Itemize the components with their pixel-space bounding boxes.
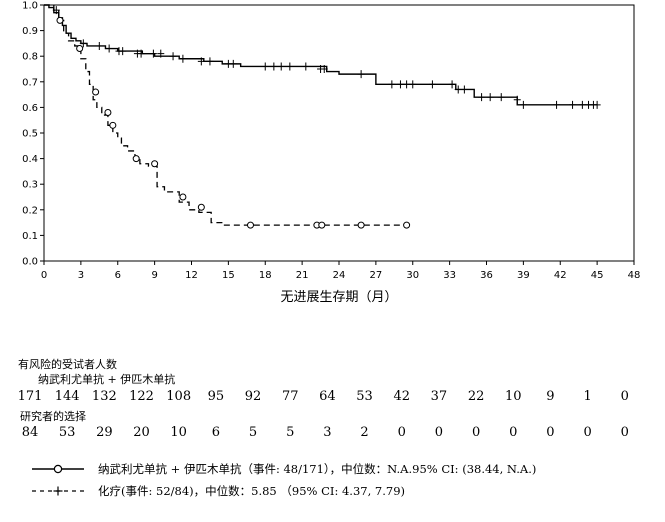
censor-mark bbox=[56, 16, 64, 24]
y-tick-label: 0.9 bbox=[22, 26, 38, 37]
y-tick-label: 0.7 bbox=[22, 77, 38, 88]
censor-mark bbox=[277, 62, 285, 71]
censor-mark bbox=[76, 45, 84, 53]
x-tick-label: 24 bbox=[333, 270, 346, 281]
y-tick-label: 0.1 bbox=[22, 231, 38, 242]
legend-text-chemo: 化疗(事件: 52/84)，中位数：5.85 （95% CI: 4.37, 7.… bbox=[98, 484, 406, 498]
censor-mark bbox=[486, 93, 494, 102]
legend-dashed-line-plus-icon bbox=[32, 486, 84, 496]
censor-mark bbox=[357, 70, 365, 79]
x-tick-label: 18 bbox=[259, 270, 272, 281]
censor-mark bbox=[179, 193, 187, 201]
plot-frame bbox=[43, 4, 635, 262]
x-tick-label: 45 bbox=[591, 270, 604, 281]
censor-mark bbox=[261, 62, 269, 71]
y-tick-label: 0.3 bbox=[22, 180, 38, 191]
censor-mark bbox=[569, 100, 577, 109]
censor-mark bbox=[553, 100, 561, 109]
censor-mark bbox=[302, 62, 310, 71]
censor-mark bbox=[109, 121, 117, 129]
censor-mark bbox=[179, 54, 187, 63]
censor-mark bbox=[79, 39, 87, 48]
x-tick-label: 42 bbox=[554, 270, 567, 281]
censor-mark bbox=[578, 100, 586, 109]
x-tick-label: 6 bbox=[115, 270, 121, 281]
x-tick-label: 21 bbox=[296, 270, 309, 281]
censor-mark bbox=[270, 62, 278, 71]
x-tick-label: 27 bbox=[370, 270, 383, 281]
y-tick-label: 0.6 bbox=[22, 103, 38, 114]
censor-mark bbox=[151, 160, 159, 168]
censor-mark bbox=[149, 49, 157, 58]
survival-curve-2 bbox=[44, 4, 407, 226]
censor-mark bbox=[513, 95, 521, 104]
x-tick-label: 30 bbox=[406, 270, 419, 281]
censor-mark bbox=[104, 109, 112, 117]
x-axis-title: 无进展生存期（月） bbox=[280, 290, 397, 305]
x-tick-label: 39 bbox=[517, 270, 530, 281]
x-tick-label: 12 bbox=[185, 270, 198, 281]
censor-mark bbox=[320, 65, 328, 73]
x-tick-label: 15 bbox=[222, 270, 235, 281]
censor-mark bbox=[403, 221, 411, 229]
x-tick-label: 48 bbox=[628, 270, 641, 281]
survival-curve-1 bbox=[44, 4, 598, 106]
x-axis-ticks: 0 3 6 9 12 15 18 21 24 27 30 33 36 39 42 45 48 bbox=[41, 261, 641, 281]
censor-mark bbox=[403, 80, 411, 89]
censor-mark bbox=[428, 80, 436, 89]
y-tick-label: 1.0 bbox=[22, 1, 38, 12]
censor-mark bbox=[197, 57, 205, 66]
censor-mark bbox=[454, 85, 462, 94]
censor-mark bbox=[409, 80, 417, 89]
legend-solid-line-circle-icon bbox=[32, 464, 84, 474]
censor-mark bbox=[460, 85, 468, 94]
censor-mark bbox=[119, 47, 127, 56]
x-tick-label: 36 bbox=[480, 270, 493, 281]
y-tick-label: 0.0 bbox=[22, 257, 38, 268]
censor-mark bbox=[357, 221, 365, 229]
legend-item-chemo: 化疗(事件: 52/84)，中位数：5.85 （95% CI: 4.37, 7.… bbox=[30, 483, 405, 499]
censor-mark bbox=[92, 88, 100, 96]
censor-mark bbox=[519, 100, 527, 109]
censor-mark bbox=[137, 49, 145, 58]
censor-mark bbox=[169, 52, 177, 61]
censor-mark bbox=[286, 62, 294, 71]
censor-mark bbox=[396, 80, 404, 89]
censor-mark bbox=[388, 80, 396, 89]
censor-mark bbox=[318, 221, 326, 229]
censor-mark bbox=[197, 203, 205, 211]
censor-mark bbox=[95, 41, 103, 50]
censor-mark bbox=[229, 59, 237, 68]
legend-item-nivo-ipi: 纳武利尤单抗 + 伊匹木单抗（事件: 48/171），中位数：N.A.95% C… bbox=[30, 461, 536, 477]
y-tick-label: 0.2 bbox=[22, 205, 38, 216]
censor-mark bbox=[132, 155, 140, 163]
censor-mark bbox=[448, 80, 456, 89]
x-tick-label: 33 bbox=[443, 270, 456, 281]
x-tick-label: 0 bbox=[41, 270, 47, 281]
y-tick-label: 0.5 bbox=[22, 129, 38, 140]
y-tick-label: 0.8 bbox=[22, 52, 38, 63]
y-tick-label: 0.4 bbox=[22, 154, 38, 165]
censor-mark bbox=[478, 93, 486, 102]
censor-mark bbox=[206, 57, 214, 66]
legend-text-nivo-ipi: 纳武利尤单抗 + 伊匹木单抗（事件: 48/171），中位数：N.A.95% C… bbox=[98, 462, 537, 476]
censor-mark bbox=[157, 49, 165, 58]
censor-mark bbox=[105, 44, 113, 53]
x-tick-label: 3 bbox=[78, 270, 84, 281]
x-tick-label: 9 bbox=[151, 270, 157, 281]
censor-mark bbox=[247, 221, 254, 229]
censor-mark bbox=[497, 93, 505, 102]
y-axis-ticks: 0.0 0.1 0.2 0.3 0.4 0.5 0.6 0.7 0.8 0.9 1.0 bbox=[22, 1, 44, 268]
survival-curves bbox=[44, 4, 601, 229]
censor-mark bbox=[593, 100, 601, 109]
